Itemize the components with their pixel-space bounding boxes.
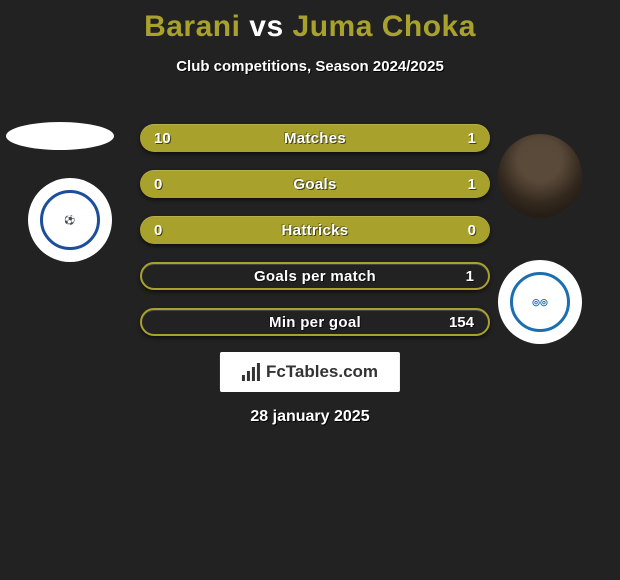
stat-value-right: 1 (468, 124, 476, 152)
club1-badge-core: ⚽ (64, 215, 75, 226)
stat-label: Matches (140, 124, 490, 152)
player2-club-logo: ◎◎ (498, 260, 582, 344)
club2-badge-core: ◎◎ (532, 297, 548, 308)
bars-icon (242, 363, 260, 381)
title-vs: vs (249, 10, 283, 43)
club2-badge-icon: ◎◎ (510, 272, 570, 332)
stat-bar: Min per goal154 (140, 308, 490, 336)
watermark-text: FcTables.com (266, 362, 378, 382)
competition-subtitle: Club competitions, Season 2024/2025 (0, 58, 620, 75)
stat-row: Goals per match1 (140, 262, 490, 290)
watermark: FcTables.com (220, 352, 400, 392)
stat-label: Min per goal (142, 310, 488, 334)
club1-badge-icon: ⚽ (40, 190, 100, 250)
stat-row: 10Matches1 (140, 124, 490, 152)
stat-value-right: 1 (466, 264, 474, 288)
stats-bars: 10Matches10Goals10Hattricks0Goals per ma… (140, 124, 490, 354)
title-player1: Barani (144, 10, 240, 43)
player1-club-logo: ⚽ (28, 178, 112, 262)
title-player2: Juma Choka (293, 10, 476, 43)
stat-value-right: 154 (449, 310, 474, 334)
stat-label: Goals (140, 170, 490, 198)
stat-label: Hattricks (140, 216, 490, 244)
stat-value-right: 1 (468, 170, 476, 198)
player1-photo (6, 122, 114, 150)
stat-row: 0Hattricks0 (140, 216, 490, 244)
stat-bar: 0Goals1 (140, 170, 490, 198)
stat-row: 0Goals1 (140, 170, 490, 198)
player2-photo (498, 134, 582, 218)
infographic-date: 28 january 2025 (0, 408, 620, 426)
comparison-title: Barani vs Juma Choka (0, 0, 620, 44)
stat-bar: 10Matches1 (140, 124, 490, 152)
stat-row: Min per goal154 (140, 308, 490, 336)
stat-value-right: 0 (468, 216, 476, 244)
stat-bar: Goals per match1 (140, 262, 490, 290)
stat-bar: 0Hattricks0 (140, 216, 490, 244)
stat-label: Goals per match (142, 264, 488, 288)
